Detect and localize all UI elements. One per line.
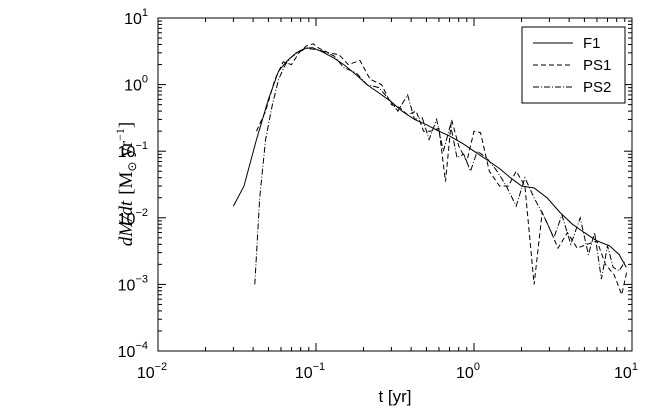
series-lines	[232, 43, 628, 297]
ylabel-odot: ⊙	[125, 162, 139, 172]
x-tick-label: 10−1	[295, 361, 325, 382]
legend-box	[521, 26, 626, 104]
legend: F1 PS1 PS2	[521, 26, 626, 104]
ylabel-dm: dM	[116, 220, 137, 247]
series-line-ps2	[254, 47, 626, 285]
ylabel-slash: /	[116, 214, 137, 222]
ylabel-yr: yr	[116, 140, 137, 161]
y-axis-label: dM/dt [M⊙ yr−1]	[113, 122, 139, 246]
legend-label-ps2: PS2	[583, 79, 611, 96]
y-tick-label: 10−4	[118, 340, 148, 361]
x-axis-label: t [yr]	[378, 387, 411, 406]
legend-label-f1: F1	[583, 35, 601, 52]
ylabel-unit-open: [M	[116, 171, 137, 194]
ylabel-dt: dt	[116, 200, 137, 216]
y-tick-label: 101	[124, 7, 148, 28]
ylabel-exp: −1	[113, 128, 127, 141]
plot-frame	[157, 17, 633, 352]
y-tick-label: 10−1	[118, 140, 148, 161]
x-tick-label: 10−2	[137, 361, 167, 382]
y-tick-label: 100	[124, 74, 148, 95]
svg-text:dM/dt[M⊙ yr−1]: dM/dt [M⊙ yr−1]	[113, 122, 139, 246]
legend-label-ps1: PS1	[583, 57, 611, 74]
y-tick-label: 10−3	[118, 273, 148, 294]
series-line-ps1	[256, 43, 628, 297]
x-tick-label: 101	[614, 361, 638, 382]
y-tick-label: 10−2	[118, 207, 148, 228]
ylabel-unit-close: ]	[116, 122, 137, 128]
axis-tick-labels: 10−2 10−1 100 101 10−4 10−3 10−2 10−1 100 101	[118, 7, 638, 382]
axis-ticks	[157, 18, 632, 352]
x-tick-label: 100	[456, 361, 480, 382]
